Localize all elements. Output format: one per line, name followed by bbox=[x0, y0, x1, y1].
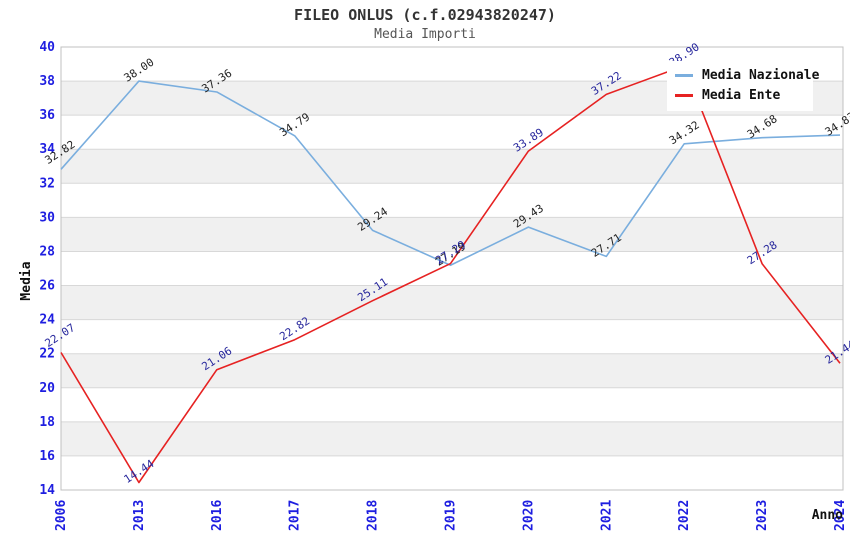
y-tick-label: 28 bbox=[39, 244, 55, 259]
x-tick-label: 2020 bbox=[521, 500, 536, 531]
legend-swatch-media-ente bbox=[675, 93, 693, 97]
x-tick-label: 2019 bbox=[444, 500, 459, 531]
x-tick-label: 2022 bbox=[677, 500, 692, 531]
legend-box: Media Nazionale Media Ente bbox=[667, 61, 819, 111]
chart-subtitle: Media Importi bbox=[374, 27, 476, 42]
x-tick-label: 2023 bbox=[755, 500, 770, 531]
x-axis-title: Anno bbox=[812, 508, 843, 523]
x-tick-label: 2017 bbox=[288, 500, 303, 531]
series-line-media-ente bbox=[60, 64, 841, 484]
chart-title: FILEO ONLUS (c.f.02943820247) bbox=[294, 6, 556, 24]
y-tick-label: 38 bbox=[39, 74, 55, 89]
data-label: 38.00 bbox=[122, 56, 157, 85]
series-line-media-nazionale bbox=[60, 80, 841, 267]
plot-band bbox=[61, 285, 843, 320]
x-tick-label: 2018 bbox=[366, 500, 381, 531]
y-tick-label: 32 bbox=[39, 176, 55, 191]
legend-item-media-ente[interactable]: Media Ente bbox=[675, 85, 813, 105]
data-label: 21.44 bbox=[823, 338, 850, 367]
y-tick-label: 14 bbox=[39, 483, 55, 498]
plot-band bbox=[61, 149, 843, 184]
y-tick-label: 36 bbox=[39, 108, 55, 123]
plot-band bbox=[61, 217, 843, 252]
y-tick-label: 40 bbox=[39, 40, 55, 55]
x-tick-label: 2016 bbox=[210, 500, 225, 531]
y-tick-label: 20 bbox=[39, 381, 55, 396]
legend-swatch-media-nazionale bbox=[675, 73, 693, 77]
legend-item-media-nazionale[interactable]: Media Nazionale bbox=[675, 65, 819, 85]
plot-frame bbox=[60, 46, 844, 491]
plot-band bbox=[61, 421, 843, 456]
y-axis-title: Media bbox=[19, 261, 34, 300]
y-tick-label: 26 bbox=[39, 279, 55, 294]
legend-label: Media Ente bbox=[702, 87, 781, 103]
legend-label: Media Nazionale bbox=[702, 67, 820, 83]
plot-band bbox=[61, 353, 843, 388]
x-tick-label: 2024 bbox=[833, 500, 848, 531]
y-tick-label: 22 bbox=[39, 347, 55, 362]
y-tick-label: 30 bbox=[39, 210, 55, 225]
y-tick-label: 18 bbox=[39, 415, 55, 430]
x-tick-label: 2021 bbox=[599, 500, 614, 531]
x-tick-label: 2013 bbox=[132, 500, 147, 531]
y-tick-label: 34 bbox=[39, 142, 55, 157]
x-tick-label: 2006 bbox=[54, 500, 69, 531]
y-tick-label: 24 bbox=[39, 313, 55, 328]
y-tick-label: 16 bbox=[39, 449, 55, 464]
